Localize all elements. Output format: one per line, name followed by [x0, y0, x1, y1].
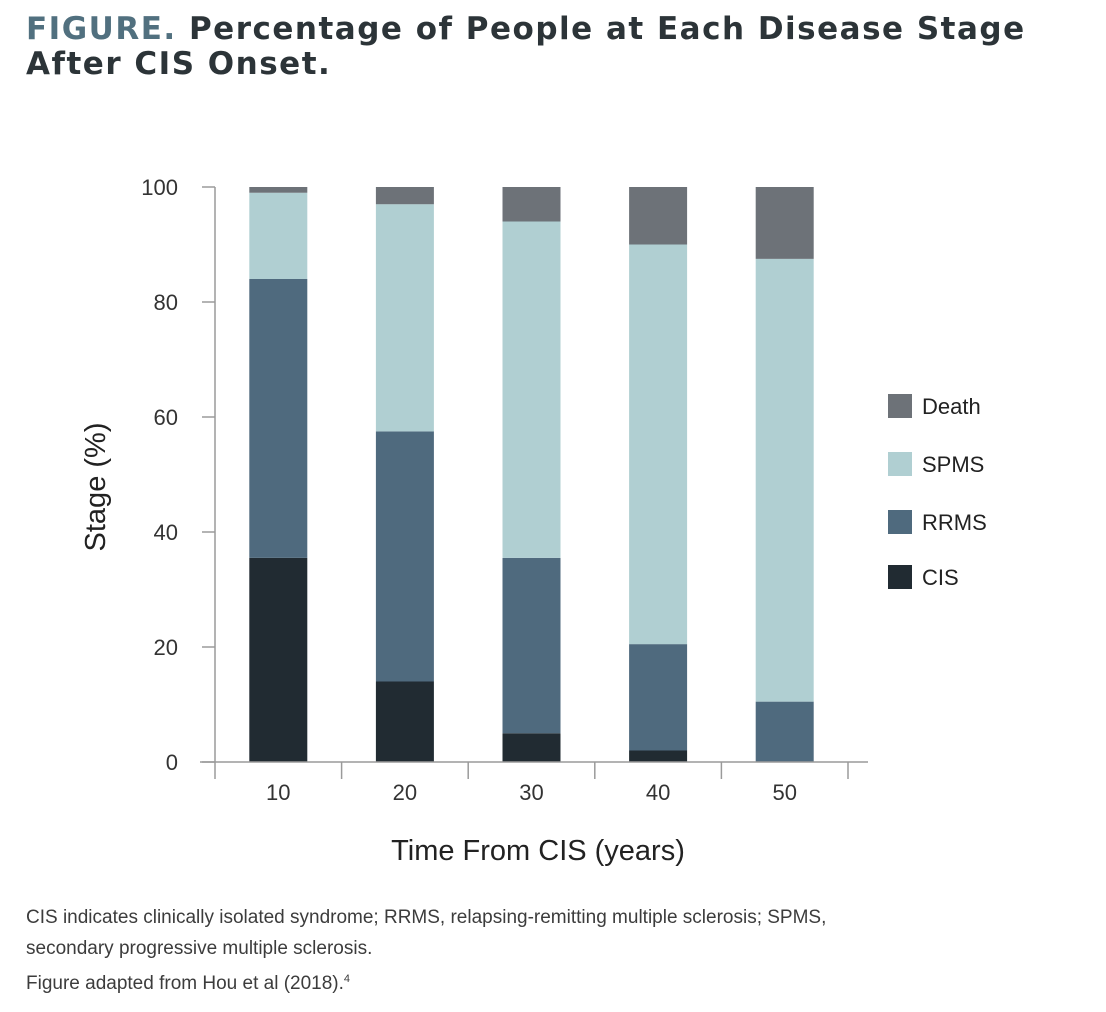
bar-spms-30	[502, 221, 561, 558]
y-tick-label-100: 100	[141, 175, 178, 200]
x-tick-label-30: 30	[519, 780, 543, 805]
caption-line-1: CIS indicates clinically isolated syndro…	[26, 907, 827, 928]
caption-line-2: secondary progressive multiple sclerosis…	[26, 938, 373, 959]
figure-title: FIGURE. Percentage of People at Each Dis…	[26, 12, 1086, 82]
y-tick-label-0: 0	[166, 750, 178, 775]
y-tick-label-40: 40	[154, 520, 178, 545]
bar-rrms-30	[502, 557, 561, 734]
legend-swatch-death	[888, 394, 912, 418]
caption-reference: 4	[343, 973, 351, 985]
bar-spms-10	[249, 192, 308, 279]
legend-label-spms: SPMS	[922, 452, 984, 477]
bar-spms-50	[755, 258, 814, 702]
bar-cis-20	[375, 681, 434, 762]
x-axis-title: Time From CIS (years)	[391, 835, 685, 867]
caption-source: Figure adapted from Hou et al (2018).	[26, 973, 344, 994]
legend-swatch-cis	[888, 565, 912, 589]
y-axis-title: Stage (%)	[80, 423, 112, 552]
figure-label: FIGURE.	[26, 11, 177, 47]
axes-group: 0 20 40 60 80 100 10 20 30 40 50 Time From CIS (yea…	[80, 175, 868, 867]
bar-death-50	[755, 187, 814, 259]
x-tick-label-20: 20	[393, 780, 417, 805]
y-tick-label-80: 80	[154, 290, 178, 315]
caption-line-3: Figure adapted from Hou et al (2018).4	[26, 964, 1086, 999]
bar-cis-40	[629, 750, 688, 762]
y-tick-label-60: 60	[154, 405, 178, 430]
x-tick-label-50: 50	[772, 780, 796, 805]
bar-death-30	[502, 187, 561, 222]
bar-cis-30	[502, 733, 561, 762]
x-tick-label-40: 40	[646, 780, 670, 805]
bar-spms-20	[375, 204, 434, 432]
bar-cis-10	[249, 557, 308, 762]
bar-spms-40	[629, 244, 688, 645]
bar-rrms-50	[755, 701, 814, 762]
figure-title-text: Percentage of People at Each Disease Sta…	[26, 11, 1026, 82]
y-tick-label-20: 20	[154, 635, 178, 660]
legend: Death SPMS RRMS CIS	[888, 394, 987, 590]
bar-death-40	[629, 187, 688, 245]
figure-caption: CIS indicates clinically isolated syndro…	[26, 902, 1086, 999]
legend-label-cis: CIS	[922, 565, 959, 590]
legend-swatch-rrms	[888, 510, 912, 534]
bars-group	[249, 187, 814, 762]
legend-swatch-spms	[888, 452, 912, 476]
x-tick-label-10: 10	[266, 780, 290, 805]
bar-rrms-10	[249, 279, 308, 558]
bar-death-20	[375, 187, 434, 205]
stacked-bar-chart: 0 20 40 60 80 100 10 20 30 40 50 Time From CIS (yea…	[80, 175, 987, 867]
bar-rrms-20	[375, 431, 434, 682]
legend-label-rrms: RRMS	[922, 510, 987, 535]
legend-label-death: Death	[922, 394, 981, 419]
bar-death-10	[249, 187, 308, 193]
bar-rrms-40	[629, 644, 688, 751]
